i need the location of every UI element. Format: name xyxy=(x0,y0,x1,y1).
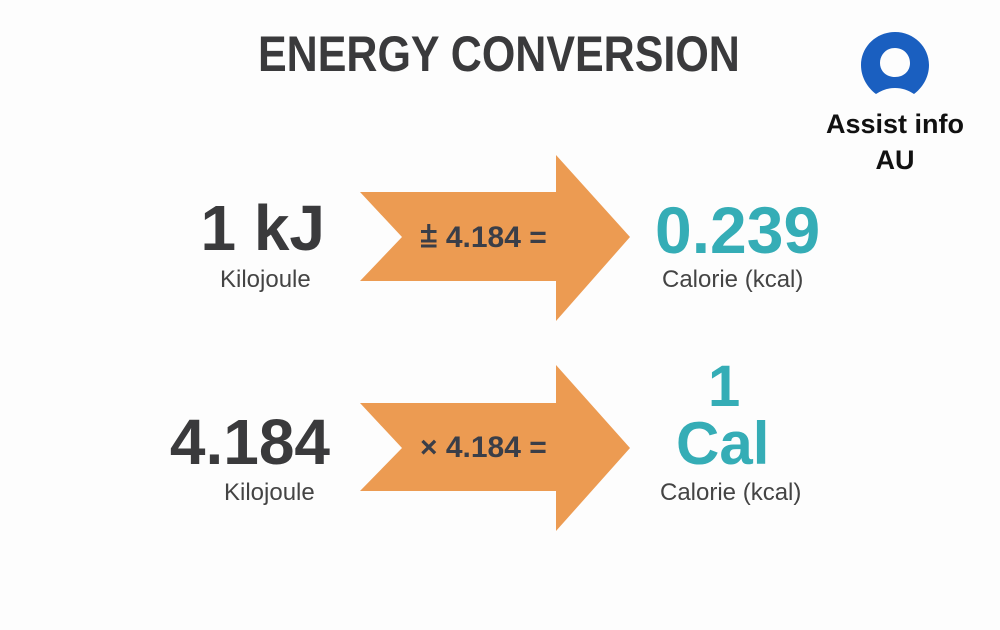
source-value: 1 kJ xyxy=(200,192,325,264)
source-unit: Kilojoule xyxy=(224,479,315,506)
result-value-number: 1 xyxy=(708,354,741,419)
operation-label: ⩲ 4.184 = xyxy=(420,221,547,254)
brand-name-line1: Assist info xyxy=(825,109,965,139)
source-unit: Kilojoule xyxy=(220,266,311,293)
result-unit: Calorie (kcal) xyxy=(660,479,802,506)
brand-name-line2: AU xyxy=(875,145,915,175)
arrow-icon xyxy=(360,365,630,531)
result-value-unit: Cal xyxy=(676,410,770,477)
ring-logo-icon xyxy=(861,32,929,94)
source-value: 4.184 xyxy=(169,406,330,478)
result-value: 0.239 xyxy=(655,193,821,267)
operation-label: × 4.184 = xyxy=(420,431,547,464)
brand-name: Assist info AU xyxy=(810,106,980,178)
arrow-icon xyxy=(360,155,630,321)
page-title: ENERGY CONVERSION xyxy=(258,26,740,82)
result-unit: Calorie (kcal) xyxy=(662,266,804,293)
